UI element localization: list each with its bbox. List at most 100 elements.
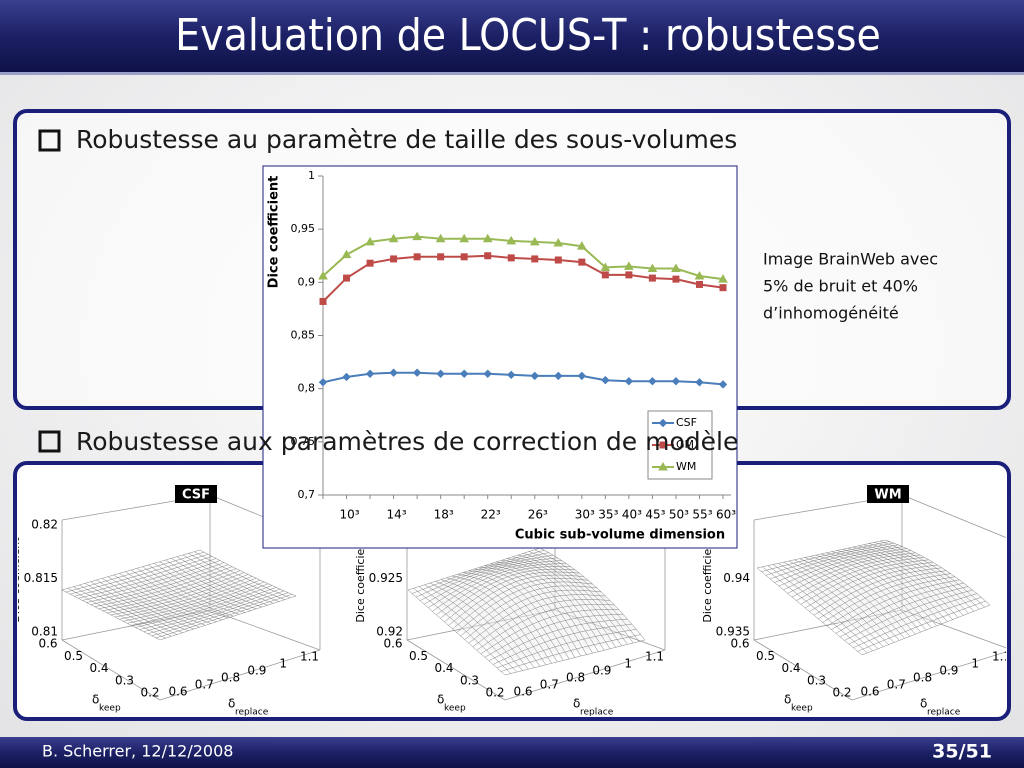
point — [390, 255, 398, 263]
point — [389, 368, 398, 377]
point — [600, 262, 611, 271]
y-tick-label: 0.7 — [887, 678, 906, 692]
point — [459, 233, 470, 243]
y-tick-label: 0.6 — [513, 685, 532, 699]
z-tick-label: 0.815 — [24, 571, 58, 585]
x-tick-label: 18³ — [434, 508, 454, 522]
point — [554, 256, 562, 264]
axis-symbol: δ — [437, 693, 444, 707]
point — [695, 280, 703, 288]
point — [578, 258, 586, 266]
frame-line — [159, 649, 321, 701]
point — [530, 371, 539, 381]
y-tick-label: 0.7 — [540, 678, 559, 692]
axis-subscript: keep — [99, 704, 121, 714]
surface-title-box — [175, 485, 217, 503]
x-tick-label: 0.4 — [434, 661, 453, 675]
point — [366, 259, 374, 267]
point — [506, 235, 517, 245]
point — [319, 297, 327, 305]
annotation-line: Image BrainWeb avec — [763, 250, 938, 269]
point — [672, 275, 680, 283]
y-tick-label: 0.8 — [913, 671, 932, 685]
axis-subscript: replace — [580, 708, 614, 718]
y-tick-label: 0.6 — [168, 685, 187, 699]
point — [648, 377, 657, 386]
point — [553, 237, 564, 247]
point — [413, 253, 421, 261]
frame-line — [851, 649, 1006, 701]
z-tick-label: 0.94 — [723, 571, 750, 585]
point — [365, 236, 375, 246]
y-tick-label: 0.8 — [221, 671, 240, 685]
x-tick-label: 45³ — [645, 508, 665, 522]
axis-symbol: δ — [228, 697, 235, 711]
frame-line — [61, 609, 211, 641]
y-tick-label: 1 — [971, 657, 979, 671]
slide-title: Evaluation de LOCUS-T : robustesse — [175, 10, 881, 61]
x-tick-label: 22³ — [481, 508, 501, 522]
point — [658, 461, 668, 471]
x-tick-label: 0.5 — [64, 649, 83, 663]
y-tick-label: 1.1 — [300, 650, 319, 664]
point — [412, 231, 422, 241]
point — [648, 274, 656, 282]
line-chart: 0,7 0,75 0,8 0,85 0,9 0,95 1 Dice coefficient 10… — [262, 165, 738, 549]
x-tick-label: 0.3 — [807, 673, 826, 687]
point — [694, 270, 705, 280]
point — [412, 368, 422, 377]
y-tick-label: 0.9 — [247, 664, 266, 678]
bullet-icon — [38, 430, 61, 453]
x-tick-label: 40³ — [622, 508, 642, 522]
surface-mesh — [756, 539, 991, 656]
x-tick-label: 14³ — [387, 508, 407, 522]
bullet-text: Robustesse aux paramètres de correction … — [76, 427, 738, 456]
footer-author: B. Scherrer, 12/12/2008 — [42, 742, 233, 761]
y-tick-label: 0.9 — [939, 664, 958, 678]
title-bar — [0, 0, 1024, 72]
y-tick-label: 1 — [308, 169, 315, 182]
y-tick-label: 0,8 — [298, 382, 316, 395]
point — [718, 274, 728, 283]
point — [671, 263, 681, 273]
y-tick-label: 1 — [624, 657, 632, 671]
y-tick-label: 0,95 — [291, 222, 316, 235]
z-tick-label: 0.81 — [31, 625, 58, 639]
x-tick-label: 60³ — [716, 508, 736, 522]
point — [554, 371, 563, 381]
point — [483, 369, 492, 378]
surface-mesh — [61, 549, 297, 641]
z-axis-label: Dice coefficient — [354, 537, 367, 623]
point — [484, 252, 492, 260]
x-tick-label: 35³ — [598, 508, 618, 522]
x-tick-label: 0.4 — [781, 661, 800, 675]
x-tick-label: 0.2 — [485, 686, 504, 700]
point — [507, 254, 515, 262]
frame-line — [61, 639, 161, 701]
point — [342, 372, 351, 382]
y-tick-label: 0.6 — [860, 685, 879, 699]
x-tick-label: 26³ — [528, 508, 548, 522]
frame-line — [504, 649, 666, 701]
z-tick-label: 0.82 — [31, 518, 58, 532]
series-line — [322, 254, 724, 303]
point — [507, 370, 516, 380]
point — [435, 233, 446, 243]
x-tick-label: 0.2 — [832, 686, 851, 700]
x-tick-label: 55³ — [692, 508, 712, 522]
z-tick-label: 0.92 — [376, 625, 403, 639]
x-tick-label: 10³ — [339, 508, 359, 522]
x-tick-label: 0.6 — [38, 637, 57, 651]
point — [343, 274, 351, 282]
annotation: Image BrainWeb avec 5% de bruit et 40% d’i… — [763, 250, 938, 323]
y-tick-label: 0,85 — [291, 329, 316, 342]
point — [318, 270, 328, 280]
point — [601, 375, 610, 385]
point — [695, 378, 704, 387]
y-tick-label: 1 — [279, 657, 287, 671]
y-tick-label: 0,7 — [298, 488, 316, 501]
z-axis-label: Dice coefficient — [701, 537, 714, 623]
point — [576, 241, 587, 250]
point — [318, 378, 328, 387]
